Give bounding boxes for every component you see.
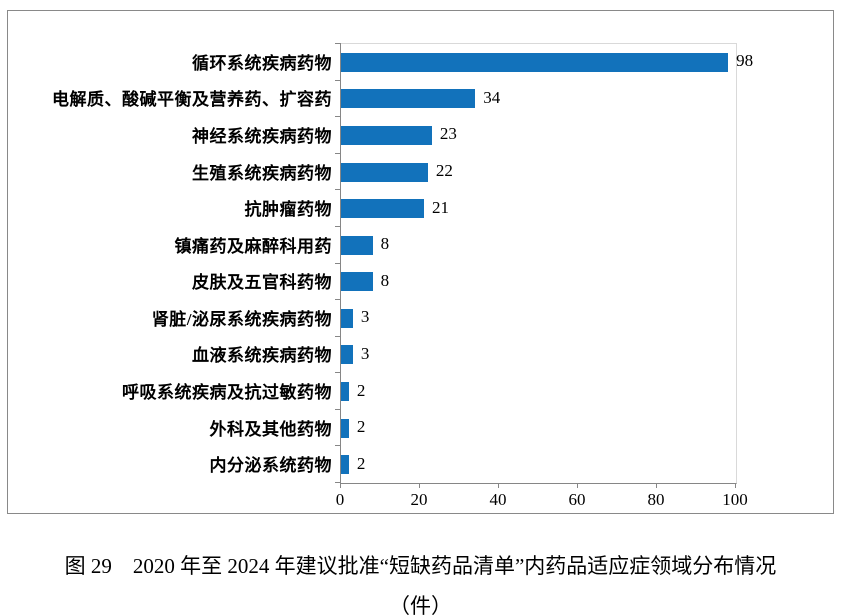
- value-label: 98: [736, 51, 754, 71]
- value-label: 21: [431, 197, 449, 217]
- category-label: 外科及其他药物: [209, 419, 332, 439]
- x-axis-tick: [577, 483, 578, 488]
- y-axis-tick: [335, 43, 341, 44]
- y-axis-tick: [335, 408, 341, 410]
- category-label: 镇痛药及麻醉科用药: [174, 236, 332, 256]
- category-label: 抗肿瘤药物: [244, 200, 332, 220]
- x-axis-tick: [656, 483, 657, 488]
- value-label: 3: [360, 307, 370, 327]
- bar: [341, 272, 373, 292]
- x-axis-tick-label: 100: [722, 490, 748, 509]
- plot-area: [340, 43, 737, 484]
- value-label: 22: [435, 161, 453, 181]
- bar: [341, 382, 349, 402]
- value-label: 34: [483, 87, 501, 107]
- category-label: 呼吸系统疾病及抗过敏药物: [122, 383, 332, 403]
- y-axis-tick: [335, 335, 341, 337]
- y-axis-tick: [335, 152, 341, 154]
- value-label: 8: [380, 234, 390, 254]
- bar: [341, 455, 349, 475]
- x-axis-tick: [498, 483, 499, 488]
- x-axis-tick-label: 20: [410, 490, 428, 509]
- bar: [341, 125, 432, 145]
- bar: [341, 418, 349, 438]
- x-axis-tick-label: 60: [568, 490, 586, 509]
- y-axis-tick: [335, 225, 341, 227]
- bar: [341, 308, 353, 328]
- x-axis-tick-label: 40: [489, 490, 507, 509]
- bar: [341, 89, 476, 109]
- bar: [341, 235, 373, 255]
- bar: [341, 162, 428, 182]
- category-label: 内分泌系统药物: [209, 456, 332, 476]
- x-axis-tick-label: 80: [647, 490, 665, 509]
- category-label: 循环系统疾病药物: [192, 53, 332, 73]
- y-axis-tick: [335, 372, 341, 374]
- category-label: 生殖系统疾病药物: [192, 163, 332, 183]
- x-axis-tick: [340, 483, 341, 488]
- x-axis-tick-label: 0: [335, 490, 345, 509]
- x-axis-tick: [419, 483, 420, 488]
- x-axis-tick: [735, 483, 736, 488]
- category-label: 神经系统疾病药物: [192, 126, 332, 146]
- value-label: 8: [380, 270, 390, 290]
- y-axis-tick: [335, 116, 341, 118]
- category-label: 电解质、酸碱平衡及营养药、扩容药: [52, 90, 332, 110]
- bar: [341, 345, 353, 365]
- category-label: 血液系统疾病药物: [192, 346, 332, 366]
- figure-caption: 图 29 2020 年至 2024 年建议批准“短缺药品清单”内药品适应症领域分…: [64, 554, 777, 578]
- value-label: 3: [360, 343, 370, 363]
- value-label: 2: [356, 453, 366, 473]
- y-axis-tick: [335, 262, 341, 264]
- y-axis-tick: [335, 79, 341, 81]
- value-label: 23: [439, 124, 457, 144]
- y-axis-tick: [335, 445, 341, 447]
- bar: [341, 199, 424, 219]
- category-label: 皮肤及五官科药物: [192, 273, 332, 293]
- value-label: 2: [356, 380, 366, 400]
- y-axis-tick: [335, 189, 341, 191]
- category-label: 肾脏/泌尿系统疾病药物: [151, 309, 332, 329]
- bar: [341, 52, 729, 72]
- y-axis-tick: [335, 299, 341, 301]
- value-label: 2: [356, 417, 366, 437]
- figure-caption-unit: （件）: [389, 594, 452, 615]
- y-axis-tick: [335, 482, 341, 483]
